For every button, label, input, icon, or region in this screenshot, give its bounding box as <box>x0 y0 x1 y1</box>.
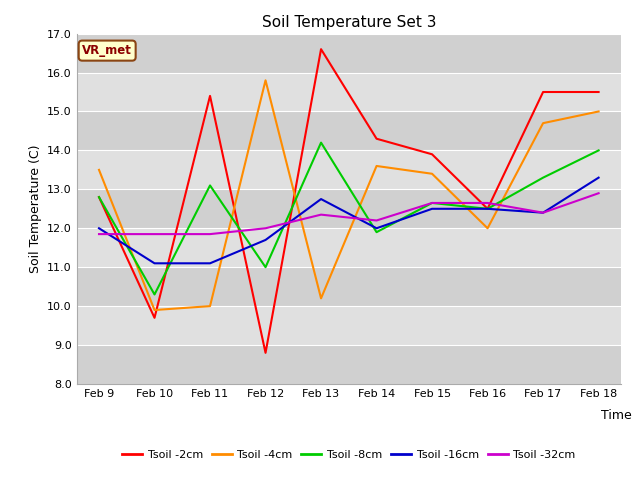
Tsoil -32cm <box>95 231 103 237</box>
Tsoil -32cm <box>484 200 492 206</box>
Line: Tsoil -8cm: Tsoil -8cm <box>99 143 598 294</box>
Tsoil -16cm <box>317 196 325 202</box>
Bar <box>77 111 621 150</box>
Tsoil -32cm <box>428 200 436 206</box>
Tsoil -16cm <box>372 226 380 231</box>
Line: Tsoil -2cm: Tsoil -2cm <box>99 49 598 353</box>
Bar <box>77 72 621 111</box>
Tsoil -4cm <box>150 307 158 313</box>
Tsoil -8cm <box>317 140 325 145</box>
Tsoil -4cm <box>595 108 602 114</box>
Tsoil -4cm <box>206 303 214 309</box>
Y-axis label: Soil Temperature (C): Soil Temperature (C) <box>29 144 42 273</box>
Tsoil -4cm <box>262 77 269 83</box>
Tsoil -8cm <box>484 206 492 212</box>
Bar <box>77 345 621 384</box>
Bar <box>77 267 621 306</box>
Tsoil -4cm <box>484 226 492 231</box>
Title: Soil Temperature Set 3: Soil Temperature Set 3 <box>262 15 436 30</box>
Bar <box>77 228 621 267</box>
Tsoil -8cm <box>595 147 602 153</box>
Tsoil -8cm <box>95 194 103 200</box>
Tsoil -16cm <box>428 206 436 212</box>
Tsoil -16cm <box>262 237 269 243</box>
Tsoil -8cm <box>150 291 158 297</box>
Tsoil -16cm <box>540 210 547 216</box>
Line: Tsoil -32cm: Tsoil -32cm <box>99 193 598 234</box>
Tsoil -32cm <box>317 212 325 217</box>
Tsoil -8cm <box>262 264 269 270</box>
Tsoil -8cm <box>428 200 436 206</box>
Bar <box>77 34 621 72</box>
Tsoil -8cm <box>540 175 547 180</box>
Tsoil -2cm <box>317 46 325 52</box>
Tsoil -16cm <box>484 206 492 212</box>
Tsoil -32cm <box>262 226 269 231</box>
Tsoil -2cm <box>95 194 103 200</box>
Line: Tsoil -16cm: Tsoil -16cm <box>99 178 598 264</box>
Tsoil -2cm <box>595 89 602 95</box>
Tsoil -16cm <box>95 226 103 231</box>
Tsoil -8cm <box>372 229 380 235</box>
Tsoil -16cm <box>150 261 158 266</box>
Tsoil -2cm <box>484 206 492 212</box>
Tsoil -2cm <box>206 93 214 99</box>
Tsoil -32cm <box>372 217 380 223</box>
Tsoil -32cm <box>540 210 547 216</box>
Tsoil -32cm <box>595 191 602 196</box>
Tsoil -4cm <box>372 163 380 169</box>
Tsoil -2cm <box>540 89 547 95</box>
Tsoil -2cm <box>150 315 158 321</box>
Tsoil -32cm <box>206 231 214 237</box>
Tsoil -8cm <box>206 182 214 188</box>
Bar <box>77 150 621 189</box>
Tsoil -2cm <box>372 136 380 142</box>
Tsoil -16cm <box>595 175 602 180</box>
Bar <box>77 189 621 228</box>
Tsoil -16cm <box>206 261 214 266</box>
Text: VR_met: VR_met <box>82 44 132 57</box>
Tsoil -4cm <box>317 296 325 301</box>
X-axis label: Time: Time <box>601 408 632 421</box>
Tsoil -4cm <box>428 171 436 177</box>
Line: Tsoil -4cm: Tsoil -4cm <box>99 80 598 310</box>
Tsoil -2cm <box>428 151 436 157</box>
Tsoil -2cm <box>262 350 269 356</box>
Bar <box>77 306 621 345</box>
Legend: Tsoil -2cm, Tsoil -4cm, Tsoil -8cm, Tsoil -16cm, Tsoil -32cm: Tsoil -2cm, Tsoil -4cm, Tsoil -8cm, Tsoi… <box>118 445 580 465</box>
Tsoil -4cm <box>95 167 103 173</box>
Tsoil -4cm <box>540 120 547 126</box>
Tsoil -32cm <box>150 231 158 237</box>
